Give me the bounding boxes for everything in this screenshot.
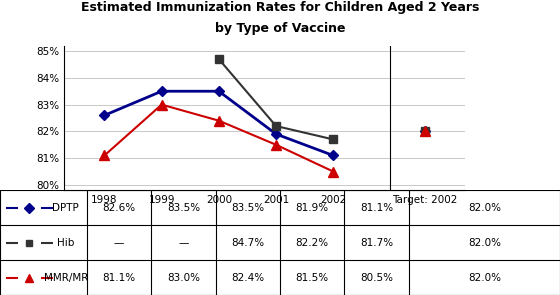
Text: 81.1%: 81.1% <box>360 203 393 213</box>
Text: —: — <box>114 238 124 248</box>
Text: 82.0%: 82.0% <box>468 273 501 283</box>
Text: Hib: Hib <box>57 238 74 248</box>
Text: by Type of Vaccine: by Type of Vaccine <box>214 22 346 35</box>
Text: 82.0%: 82.0% <box>468 238 501 248</box>
Text: 81.1%: 81.1% <box>102 273 136 283</box>
Text: 82.6%: 82.6% <box>102 203 136 213</box>
Text: 84.7%: 84.7% <box>231 238 264 248</box>
Text: 82.0%: 82.0% <box>468 203 501 213</box>
Text: 82.2%: 82.2% <box>296 238 329 248</box>
Text: MMR/MR: MMR/MR <box>44 273 88 283</box>
Text: Estimated Immunization Rates for Children Aged 2 Years: Estimated Immunization Rates for Childre… <box>81 1 479 14</box>
Text: —: — <box>178 238 189 248</box>
Text: 81.5%: 81.5% <box>296 273 329 283</box>
Text: 83.5%: 83.5% <box>167 203 200 213</box>
Text: 83.0%: 83.0% <box>167 273 200 283</box>
Text: DPTP: DPTP <box>53 203 79 213</box>
Text: 82.4%: 82.4% <box>231 273 264 283</box>
Text: 81.9%: 81.9% <box>296 203 329 213</box>
Text: 83.5%: 83.5% <box>231 203 264 213</box>
Text: 81.7%: 81.7% <box>360 238 393 248</box>
Text: 80.5%: 80.5% <box>360 273 393 283</box>
